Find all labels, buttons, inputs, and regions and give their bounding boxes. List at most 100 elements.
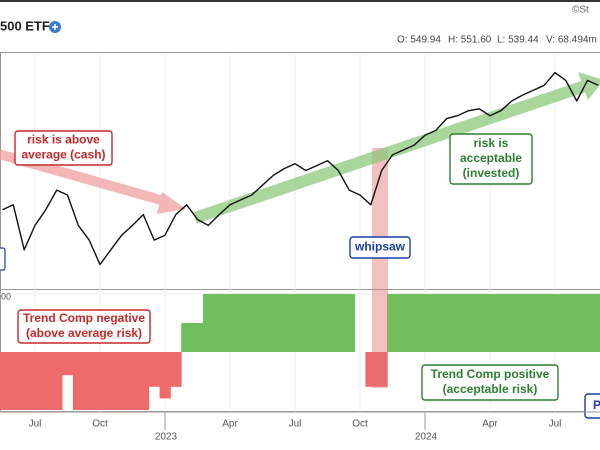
price-line-layer xyxy=(2,71,599,266)
stat: L: 539.44 xyxy=(497,35,539,46)
indicator-bar xyxy=(397,294,410,352)
indicator-bar xyxy=(408,294,420,352)
indicator-bar xyxy=(517,294,529,352)
indicator-bar xyxy=(170,352,182,387)
indicator-bar xyxy=(473,294,485,352)
annotation-text: risk is above xyxy=(27,133,100,147)
indicator-bar xyxy=(495,294,507,352)
annotation-text: (acceptable risk) xyxy=(443,382,538,396)
add-icon-plus xyxy=(52,24,58,30)
indicator-bar xyxy=(257,294,269,352)
indicator-bar xyxy=(365,352,377,387)
x-tick-label: Apr xyxy=(482,419,498,430)
x-tick-label: Jul xyxy=(549,419,562,430)
x-tick-label: Apr xyxy=(222,419,238,430)
indicator-bar xyxy=(300,294,312,352)
stat: H: 551.60 xyxy=(448,35,492,46)
indicator-bar xyxy=(592,294,600,352)
x-tick-label: 2023 xyxy=(155,432,178,443)
indicator-bar xyxy=(571,294,583,352)
annotation-text: P xyxy=(593,398,600,412)
indicator-bar xyxy=(246,294,258,352)
indicator-bar xyxy=(267,294,280,352)
indicator-bar xyxy=(387,294,399,352)
x-tick-label: 2024 xyxy=(415,432,438,443)
indicator-bar xyxy=(322,294,334,352)
stat: O: 549.94 xyxy=(397,35,441,46)
annotation-box xyxy=(349,236,411,259)
indicator-bar xyxy=(376,352,388,387)
indicator-bar xyxy=(289,294,301,352)
indicator-bar xyxy=(343,294,355,352)
indicator-bar xyxy=(549,294,561,352)
indicator-bar xyxy=(560,294,572,352)
indicator-bar xyxy=(62,352,74,376)
indicator-bar xyxy=(83,352,95,410)
indicator-bar xyxy=(311,294,323,352)
annotation-box xyxy=(17,309,151,344)
x-tick-label: Oct xyxy=(352,419,368,430)
green-arrow-head xyxy=(578,72,600,100)
indicator-bar xyxy=(582,294,594,352)
indicator-bar xyxy=(94,352,106,410)
indicator-bar xyxy=(181,323,193,352)
annotation-text: risk is xyxy=(474,136,509,150)
indicator-bar xyxy=(72,352,85,410)
green-arrow-shaft xyxy=(193,80,587,224)
annotation-text: (invested) xyxy=(463,166,520,180)
y-tick-label: 00 xyxy=(1,291,11,301)
indicator-bar xyxy=(40,352,52,410)
indicator-bar xyxy=(278,294,290,352)
annotation-text: acceptable xyxy=(460,151,522,165)
indicator-bar xyxy=(7,352,20,410)
indicator-bar xyxy=(441,294,453,352)
indicator-bar xyxy=(202,294,215,352)
indicator-bar xyxy=(116,352,128,410)
red-arrow-head xyxy=(157,192,186,214)
annotation-box xyxy=(449,133,533,185)
indicator-bar xyxy=(137,352,150,410)
indicator-bar xyxy=(29,352,41,410)
x-tick-label: Jul xyxy=(289,419,302,430)
watermark: ©St xyxy=(572,5,589,16)
indicator-bar xyxy=(18,352,30,410)
annotation-box xyxy=(421,364,559,401)
annotation-text: whipsaw xyxy=(354,240,406,254)
indicator-bar xyxy=(224,294,236,352)
indicator-bar xyxy=(527,294,540,352)
indicator-bar xyxy=(538,294,550,352)
price-line xyxy=(2,71,599,266)
indicator-bar xyxy=(430,294,442,352)
annotation-box xyxy=(14,130,113,166)
cut-label-box xyxy=(0,247,6,271)
indicator-bar xyxy=(452,294,464,352)
stats: O: 549.94 H: 551.60 L: 539.44 V: 68.494m xyxy=(397,35,597,46)
indicator-bars xyxy=(0,294,600,410)
indicator-bar xyxy=(159,352,171,399)
indicator-bar xyxy=(484,294,496,352)
top-border xyxy=(0,0,600,2)
indicator-bar xyxy=(148,352,160,387)
stat: V: 68.494m xyxy=(546,35,597,46)
indicator-bar xyxy=(213,294,225,352)
x-tick-label: Jul xyxy=(29,419,42,430)
indicator-bar xyxy=(127,352,139,410)
green-arrow xyxy=(193,72,600,224)
whipsaw-highlight xyxy=(372,148,388,388)
indicator-bar xyxy=(506,294,518,352)
x-axis: Jul Oct 2023 Apr Jul Oct 2024 Apr Jul 00 xyxy=(0,291,600,443)
indicator-bar xyxy=(192,323,204,352)
chart-title: 500 ETF xyxy=(0,18,50,33)
indicator-bar xyxy=(419,294,431,352)
indicator-bar xyxy=(51,352,63,410)
indicator-bar xyxy=(0,352,9,410)
indicator-bar xyxy=(332,294,345,352)
indicator-bar xyxy=(235,294,247,352)
annotation-text: (above average risk) xyxy=(26,326,142,340)
annotation-text: average (cash) xyxy=(21,148,105,162)
indicator-bar xyxy=(462,294,475,352)
